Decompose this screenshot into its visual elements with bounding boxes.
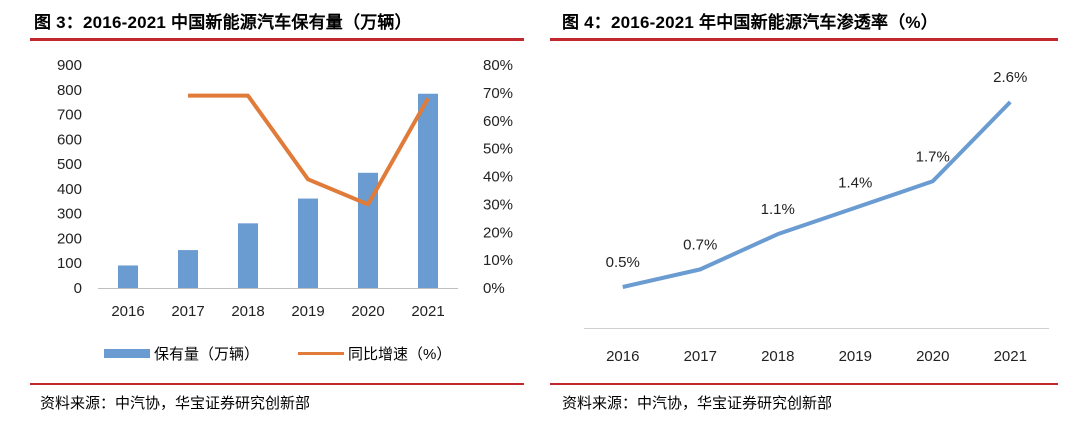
figure-3-source: 资料来源：中汽协，华宝证券研究创新部 (40, 395, 311, 412)
x-tick-label: 2019 (291, 303, 324, 320)
legend-bar-label: 保有量（万辆） (154, 346, 260, 363)
x-tick-label: 2018 (231, 303, 264, 320)
bar-2021 (418, 93, 438, 289)
figure-3-top-rule (30, 38, 524, 41)
figure-3-legend-bar: 保有量（万辆） (104, 343, 259, 364)
x-tick-label: 2017 (171, 303, 204, 320)
data-label: 1.4% (838, 175, 872, 192)
figure-4-panel: 图 4：2016-2021 年中国新能源汽车渗透率（%） 0.5% 0.7% 1.1… (540, 0, 1080, 431)
y-right-tick-label: 60% (483, 113, 513, 130)
figure-3-legend-line: 同比增速（%） (298, 343, 451, 364)
figure-4-title: 图 4：2016-2021 年中国新能源汽车渗透率（%） (562, 13, 938, 32)
data-label: 1.1% (761, 201, 795, 218)
legend-line-swatch (298, 352, 344, 355)
y-left-tick-label: 600 (57, 131, 82, 148)
x-tick-label: 2020 (916, 348, 949, 365)
figure-3-title: 图 3：2016-2021 中国新能源汽车保有量（万辆） (34, 13, 412, 32)
y-left-tick-label: 100 (57, 255, 82, 272)
y-left-tick-label: 300 (57, 206, 82, 223)
y-right-tick-label: 30% (483, 196, 513, 213)
legend-line-label: 同比增速（%） (348, 346, 452, 363)
x-tick-label: 2019 (839, 348, 872, 365)
y-right-tick-label: 80% (483, 57, 513, 74)
y-right-tick-label: 10% (483, 252, 513, 269)
bar-2017 (178, 250, 198, 288)
penetration-line (622, 100, 1012, 289)
data-label: 1.7% (916, 148, 950, 165)
figure-4-chart: 0.5% 0.7% 1.1% 1.4% 1.7% 2.6% 2016 2017 2018 2019… (584, 69, 1049, 365)
figure-3-chart: 0 100 200 300 400 500 600 700 800 900 0% 10% 20% 30% 4… (57, 57, 513, 320)
y-left-tick-label: 0 (74, 280, 82, 297)
x-tick-label: 2021 (994, 348, 1027, 365)
figure-4-bottom-rule (550, 383, 1058, 385)
bar-2018 (238, 223, 258, 288)
x-tick-label: 2018 (761, 348, 794, 365)
y-left-tick-label: 900 (57, 57, 82, 74)
y-left-tick-label: 700 (57, 107, 82, 124)
y-right-tick-label: 70% (483, 85, 513, 102)
x-tick-label: 2020 (351, 303, 384, 320)
y-left-tick-label: 400 (57, 181, 82, 198)
data-label: 0.5% (606, 254, 640, 271)
y-right-tick-label: 0% (483, 280, 505, 297)
y-left-tick-label: 200 (57, 230, 82, 247)
bar-2016 (118, 265, 138, 288)
x-tick-label: 2016 (111, 303, 144, 320)
figure-4-source: 资料来源：中汽协，华宝证券研究创新部 (562, 395, 833, 412)
figure-3-bottom-rule (30, 383, 524, 385)
figure-3-panel: 图 3：2016-2021 中国新能源汽车保有量（万辆） 0 100 200 300 4… (30, 13, 524, 412)
x-tick-label: 2016 (606, 348, 639, 365)
x-tick-label: 2021 (411, 303, 444, 320)
data-label: 2.6% (993, 69, 1027, 86)
y-left-tick-label: 800 (57, 82, 82, 99)
y-right-tick-label: 50% (483, 141, 513, 158)
y-right-tick-label: 20% (483, 224, 513, 241)
y-left-tick-label: 500 (57, 156, 82, 173)
bar-2019 (298, 198, 318, 288)
growth-rate-line (188, 93, 430, 207)
legend-bar-swatch (104, 349, 150, 358)
y-right-tick-label: 40% (483, 169, 513, 186)
x-tick-label: 2017 (684, 348, 717, 365)
figure-4-top-rule (550, 38, 1058, 41)
data-label: 0.7% (683, 236, 717, 253)
